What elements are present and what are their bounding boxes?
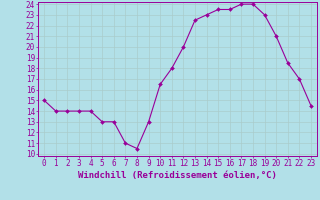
X-axis label: Windchill (Refroidissement éolien,°C): Windchill (Refroidissement éolien,°C)	[78, 171, 277, 180]
